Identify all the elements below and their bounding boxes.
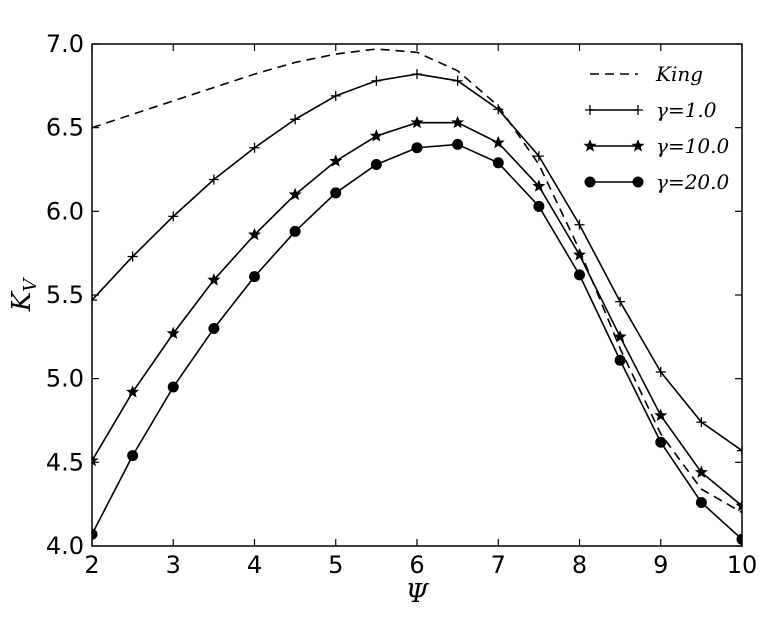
star-marker — [573, 248, 586, 261]
circle-marker — [614, 354, 626, 366]
series-line — [92, 48, 742, 514]
star-marker — [166, 326, 180, 340]
star-marker — [631, 139, 645, 152]
x-tick-label: 10 — [727, 551, 758, 579]
circle-marker — [452, 138, 464, 150]
series-20-0-3 — [92, 138, 742, 545]
legend-label: King — [655, 62, 703, 86]
y-axis-ticks: 4.0 4.5 5.0 5.5 6.0 6.5 7.0 — [46, 30, 742, 560]
x-tick-label: 3 — [166, 551, 181, 579]
legend-label: γ=1.0 — [656, 98, 717, 122]
x-tick-label: 5 — [328, 551, 343, 579]
plus-marker — [696, 417, 707, 428]
plus-marker — [371, 75, 382, 86]
star-marker — [451, 115, 465, 129]
legend-item: γ=20.0 — [584, 170, 730, 194]
star-marker — [735, 499, 742, 512]
star-marker — [583, 139, 597, 152]
circle-marker — [289, 225, 301, 237]
circle-marker — [736, 533, 742, 545]
y-tick-label: 5.0 — [46, 365, 84, 393]
plus-marker — [633, 105, 643, 115]
y-axis-label: KV — [7, 277, 41, 312]
y-tick-label: 7.0 — [46, 30, 84, 58]
circle-marker — [584, 176, 596, 188]
star-marker — [613, 330, 627, 343]
star-marker — [369, 129, 383, 142]
legend-label: γ=10.0 — [656, 134, 730, 158]
circle-marker — [92, 528, 98, 540]
star-marker — [329, 154, 343, 167]
circle-marker — [655, 436, 667, 448]
plus-marker — [574, 219, 585, 230]
circle-marker — [632, 176, 644, 188]
plus-marker — [127, 251, 138, 262]
plus-marker — [330, 90, 341, 101]
legend: King γ=1.0 γ=10.0 γ=20.0 — [583, 62, 730, 194]
x-axis-ticks: 2 3 4 5 6 7 8 9 10 — [84, 44, 757, 579]
circle-marker — [411, 142, 423, 154]
plus-marker — [533, 151, 544, 162]
star-marker — [532, 179, 546, 192]
legend-item: γ=1.0 — [585, 98, 717, 122]
plus-marker — [585, 105, 595, 115]
legend-label: γ=20.0 — [656, 170, 730, 194]
circle-marker — [574, 269, 585, 281]
y-tick-label: 4.0 — [46, 532, 84, 560]
x-tick-label: 9 — [653, 551, 668, 579]
star-marker — [288, 187, 302, 201]
plus-marker — [452, 75, 463, 86]
y-tick-label: 6.0 — [46, 197, 84, 225]
series-line — [92, 143, 742, 540]
plot-layer — [92, 48, 742, 545]
plus-marker — [249, 142, 260, 153]
series-king-0 — [92, 48, 742, 514]
circle-marker — [249, 271, 260, 283]
y-tick-label: 5.5 — [46, 281, 84, 309]
plus-marker — [655, 366, 666, 377]
star-marker — [491, 135, 505, 149]
plus-marker — [208, 174, 219, 185]
circle-marker — [533, 200, 545, 212]
series-line — [92, 73, 742, 452]
circle-marker — [492, 157, 504, 169]
circle-marker — [695, 496, 707, 508]
series-line — [92, 121, 742, 507]
star-marker — [694, 465, 708, 478]
plus-marker — [290, 114, 301, 125]
y-tick-label: 6.5 — [46, 114, 84, 142]
series-1-0-1 — [92, 69, 742, 456]
x-tick-label: 6 — [409, 551, 424, 579]
x-tick-label: 7 — [491, 551, 506, 579]
plus-marker — [493, 104, 504, 115]
y-tick-label: 4.5 — [46, 448, 84, 476]
plus-marker — [615, 296, 626, 307]
axes-layer: 2 3 4 5 6 7 8 9 10 4.0 4.5 5.0 5.5 6.0 6.5 7.0 Ψ KV — [7, 30, 757, 609]
legend-item: King — [590, 62, 703, 86]
circle-marker — [127, 450, 139, 462]
series-10-0-2 — [92, 115, 742, 512]
x-tick-label: 2 — [84, 551, 99, 579]
star-marker — [410, 115, 424, 129]
circle-marker — [167, 381, 179, 393]
circle-marker — [208, 322, 220, 334]
star-marker — [654, 408, 668, 421]
plus-marker — [92, 295, 97, 306]
x-tick-label: 4 — [247, 551, 262, 579]
x-axis-label: Ψ — [406, 579, 430, 609]
plus-marker — [412, 69, 422, 80]
star-marker — [207, 273, 221, 286]
plus-marker — [168, 211, 179, 222]
circle-marker — [370, 158, 382, 170]
plus-marker — [737, 445, 742, 456]
star-marker — [248, 227, 261, 241]
circle-marker — [330, 187, 342, 199]
legend-item: γ=10.0 — [583, 134, 730, 158]
x-tick-label: 8 — [572, 551, 587, 579]
star-marker — [126, 385, 140, 398]
